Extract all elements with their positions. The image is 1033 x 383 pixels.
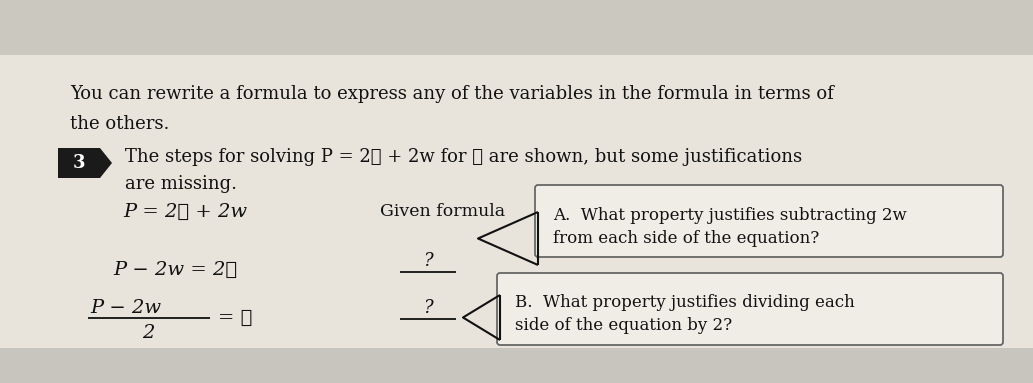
FancyBboxPatch shape (535, 185, 1003, 257)
Text: P − 2w: P − 2w (90, 299, 161, 317)
Text: You can rewrite a formula to express any of the variables in the formula in term: You can rewrite a formula to express any… (70, 85, 834, 103)
Text: 3: 3 (72, 154, 86, 172)
Text: P = 2ℓ + 2w: P = 2ℓ + 2w (123, 203, 247, 221)
Text: B.  What property justifies dividing each: B. What property justifies dividing each (515, 294, 854, 311)
FancyBboxPatch shape (497, 273, 1003, 345)
Text: ?: ? (424, 252, 433, 270)
Text: P − 2w = 2ℓ: P − 2w = 2ℓ (113, 261, 237, 279)
Bar (0, 0, 1033, 55)
Text: side of the equation by 2?: side of the equation by 2? (515, 317, 732, 334)
Bar (0, 55, 1033, 348)
Text: 2: 2 (142, 324, 154, 342)
Text: ?: ? (424, 299, 433, 317)
Text: = ℓ: = ℓ (218, 309, 252, 327)
Text: are missing.: are missing. (125, 175, 237, 193)
Text: the others.: the others. (70, 115, 169, 133)
Text: Given formula: Given formula (380, 203, 505, 221)
Bar (0, 348, 1033, 383)
Text: The steps for solving P = 2ℓ + 2w for ℓ are shown, but some justifications: The steps for solving P = 2ℓ + 2w for ℓ … (125, 148, 803, 166)
Text: A.  What property justifies subtracting 2w: A. What property justifies subtracting 2… (553, 207, 907, 224)
Text: from each side of the equation?: from each side of the equation? (553, 230, 819, 247)
Polygon shape (58, 148, 112, 178)
